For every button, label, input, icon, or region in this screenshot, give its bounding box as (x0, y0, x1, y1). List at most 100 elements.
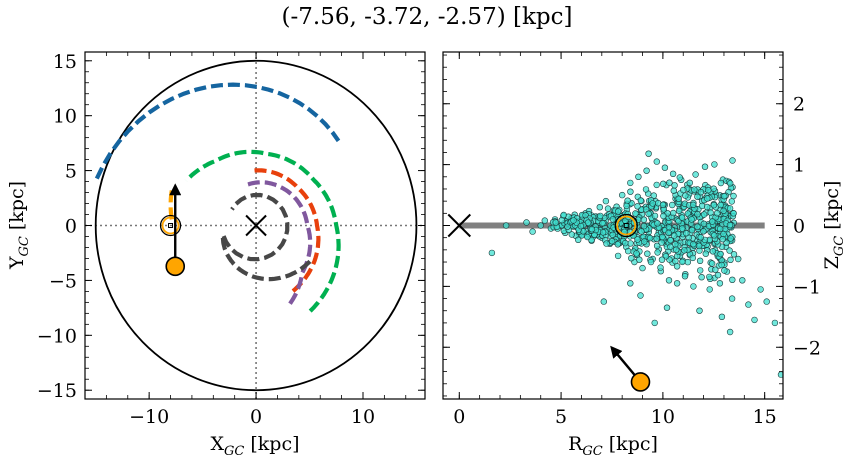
spiral-arm-3 (251, 168, 321, 293)
scatter-point (634, 236, 641, 243)
scatter-point (668, 201, 676, 209)
spiral-arm-6 (168, 190, 174, 220)
right-xtick-label: 15 (753, 406, 777, 428)
scatter-point (608, 238, 616, 245)
scatter-point (659, 180, 667, 188)
scatter-point (645, 210, 652, 218)
right-xtick-label: 5 (555, 406, 567, 428)
scatter-point (644, 250, 651, 257)
scatter-point (739, 277, 746, 284)
scatter-point (690, 283, 697, 290)
scatter-point (529, 228, 536, 235)
scatter-point (642, 186, 650, 193)
spiral-arm-5 (220, 192, 312, 282)
sun-marker-dot (168, 223, 174, 228)
scatter-point (596, 204, 603, 211)
scatter-point (584, 233, 591, 241)
scatter-point (623, 202, 630, 210)
scatter-point (681, 247, 688, 254)
scatter-point (603, 240, 610, 247)
scatter-point (726, 205, 734, 212)
scatter-point (707, 209, 714, 216)
left-xtick-label: −10 (129, 406, 169, 428)
sun-marker-dot (623, 223, 629, 228)
scatter-point (675, 207, 683, 215)
scatter-point (643, 167, 650, 174)
scatter-point (745, 301, 752, 308)
right-xlabel: RGC [kpc] (568, 433, 658, 459)
scatter-point (577, 222, 585, 230)
scatter-point (558, 217, 565, 224)
scatter-point (729, 157, 736, 164)
scatter-point (635, 173, 642, 181)
scatter-point (650, 192, 657, 199)
scatter-point (552, 219, 559, 226)
left-ytick-label: 15 (53, 51, 77, 73)
scatter-point (705, 186, 712, 194)
figure-title: (-7.56, -3.72, -2.57) [kpc] (281, 4, 573, 30)
scatter-point (696, 257, 704, 264)
scatter-point (665, 224, 673, 231)
scatter-point (704, 195, 711, 202)
scatter-point (651, 212, 659, 220)
left-ytick-label: −5 (49, 270, 77, 292)
scatter-point (702, 250, 709, 257)
scatter-point (653, 158, 660, 165)
scatter-point (703, 203, 711, 211)
scatter-point (502, 222, 510, 229)
scatter-point (600, 298, 607, 305)
scatter-point (570, 217, 577, 224)
scatter-point (488, 249, 496, 257)
scatter-point (638, 228, 645, 235)
scatter-point (663, 304, 671, 311)
scatter-point (727, 256, 734, 263)
scatter-point (653, 235, 660, 242)
scatter-point (730, 210, 737, 217)
scatter-point (718, 313, 726, 320)
scatter-point (678, 225, 686, 232)
left-plot-area (85, 52, 425, 399)
scatter-point (688, 216, 695, 223)
scatter-point (651, 319, 658, 327)
scatter-point (627, 188, 634, 195)
scatter-point (640, 222, 648, 230)
scatter-point (636, 256, 643, 263)
scatter-point (574, 236, 582, 244)
scatter-point (717, 250, 724, 258)
galaxy-boundary-circle (94, 59, 418, 392)
scatter-point (661, 164, 669, 171)
scatter-point (624, 247, 632, 255)
scatter-point (720, 207, 727, 215)
scatter-point (680, 186, 687, 194)
scatter-point (771, 319, 779, 327)
scatter-point (639, 264, 646, 272)
scatter-point (618, 191, 626, 199)
scatter-point (670, 232, 678, 239)
scatter-point (541, 217, 548, 224)
scatter-point (709, 248, 717, 255)
scatter-point (633, 250, 640, 257)
right-ytick-label: −1 (793, 276, 821, 298)
scatter-point (660, 212, 667, 220)
scatter-point (706, 273, 713, 281)
scatter-point (716, 280, 724, 287)
scatter-point (671, 182, 678, 189)
scatter-point (697, 189, 705, 196)
left-ytick-label: 10 (53, 106, 77, 128)
scatter-point (670, 187, 677, 194)
scatter-point (641, 238, 648, 245)
scatter-point (683, 230, 690, 237)
scatter-point (627, 179, 634, 187)
scatter-point (678, 214, 686, 221)
scatter-point (537, 222, 544, 229)
scatter-point (763, 298, 770, 305)
scatter-point (681, 273, 689, 280)
scatter-point (637, 292, 644, 299)
scatter-point (614, 252, 622, 260)
scatter-point (717, 179, 725, 187)
scatter-point (634, 203, 641, 210)
right-ytick-label: −2 (793, 337, 821, 359)
sun-marker-ring (159, 214, 182, 237)
right-ylabel: ZGC [kpc] (821, 181, 847, 270)
scatter-point (649, 200, 656, 207)
